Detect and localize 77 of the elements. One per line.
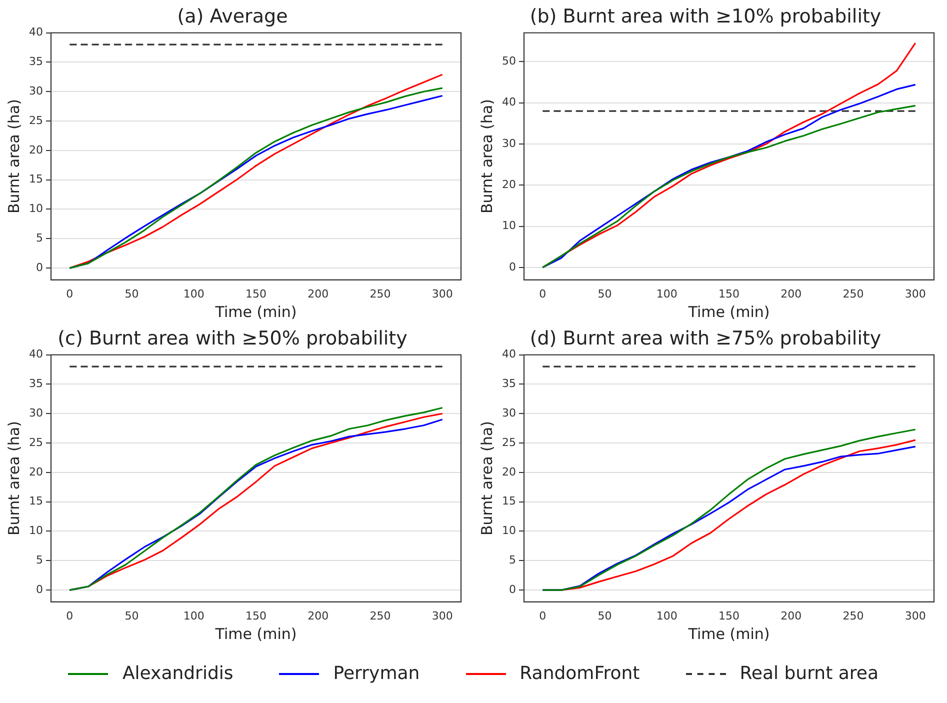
y-tick-label: 40 bbox=[28, 26, 43, 39]
y-axis-title: Burnt area (ha) bbox=[478, 421, 496, 536]
y-tick-label: 40 bbox=[28, 348, 43, 361]
x-tick-label: 50 bbox=[598, 287, 612, 300]
x-axis-title: Time (min) bbox=[687, 302, 770, 321]
x-tick-label: 100 bbox=[183, 609, 204, 622]
x-tick-label: 300 bbox=[904, 609, 926, 622]
y-tick-label: 0 bbox=[36, 582, 43, 596]
x-tick-label: 150 bbox=[718, 609, 740, 622]
y-tick-label: 0 bbox=[508, 582, 516, 596]
x-tick-label: 250 bbox=[842, 287, 864, 300]
legend-label: Real burnt area bbox=[740, 663, 879, 684]
y-tick-label: 10 bbox=[28, 524, 43, 538]
chart-title: (b) Burnt area with ≥10% probability bbox=[530, 5, 882, 28]
x-axis-title: Time (min) bbox=[214, 624, 297, 643]
y-tick-label: 20 bbox=[502, 465, 516, 478]
y-tick-label: 15 bbox=[28, 172, 43, 186]
y-tick-label: 40 bbox=[502, 348, 516, 361]
y-tick-label: 35 bbox=[28, 377, 43, 390]
x-tick-label: 0 bbox=[66, 609, 74, 622]
y-tick-label: 40 bbox=[502, 96, 516, 109]
y-tick-label: 0 bbox=[508, 260, 516, 274]
y-axis-title: Burnt area (ha) bbox=[4, 421, 23, 536]
x-tick-label: 250 bbox=[370, 287, 391, 300]
x-tick-label: 200 bbox=[308, 609, 329, 622]
chart-title: (a) Average bbox=[177, 5, 288, 28]
chart-title: (c) Burnt area with ≥50% probability bbox=[58, 327, 408, 350]
x-tick-label: 50 bbox=[124, 609, 139, 622]
y-tick-label: 20 bbox=[502, 178, 516, 191]
x-tick-label: 100 bbox=[656, 609, 678, 622]
x-tick-label: 200 bbox=[308, 287, 329, 300]
x-tick-label: 50 bbox=[598, 609, 612, 622]
y-tick-label: 15 bbox=[502, 494, 516, 508]
y-tick-label: 5 bbox=[508, 553, 516, 566]
x-tick-label: 50 bbox=[124, 287, 139, 300]
x-tick-label: 250 bbox=[842, 609, 864, 622]
y-tick-label: 30 bbox=[502, 136, 516, 150]
x-axis-title: Time (min) bbox=[214, 302, 297, 321]
x-tick-label: 300 bbox=[904, 287, 926, 300]
y-tick-label: 30 bbox=[502, 406, 516, 420]
legend-label: RandomFront bbox=[520, 663, 640, 684]
y-tick-label: 25 bbox=[28, 436, 43, 449]
chart-title: (d) Burnt area with ≥75% probability bbox=[530, 327, 882, 350]
x-tick-label: 300 bbox=[432, 287, 453, 300]
y-tick-label: 15 bbox=[28, 494, 43, 508]
y-axis-title: Burnt area (ha) bbox=[4, 99, 23, 214]
y-tick-label: 5 bbox=[36, 231, 43, 244]
y-tick-label: 10 bbox=[28, 202, 43, 216]
y-tick-label: 20 bbox=[28, 465, 43, 478]
y-tick-label: 30 bbox=[28, 406, 43, 420]
x-tick-label: 150 bbox=[246, 287, 266, 300]
x-tick-label: 300 bbox=[432, 609, 453, 622]
y-tick-label: 35 bbox=[502, 377, 516, 390]
y-tick-label: 10 bbox=[502, 524, 516, 538]
y-tick-label: 50 bbox=[502, 54, 516, 68]
x-tick-label: 200 bbox=[780, 609, 802, 622]
y-tick-label: 25 bbox=[502, 436, 516, 449]
x-tick-label: 150 bbox=[246, 609, 266, 622]
y-axis-title: Burnt area (ha) bbox=[478, 99, 496, 214]
x-tick-label: 150 bbox=[718, 287, 740, 300]
legend-label: Perryman bbox=[333, 663, 420, 684]
x-tick-label: 0 bbox=[66, 287, 74, 300]
x-tick-label: 0 bbox=[539, 287, 546, 300]
y-tick-label: 20 bbox=[28, 143, 43, 156]
x-tick-label: 100 bbox=[656, 287, 678, 300]
y-tick-label: 10 bbox=[502, 219, 516, 232]
x-axis-title: Time (min) bbox=[687, 624, 770, 643]
legend-label: Alexandridis bbox=[122, 663, 234, 684]
y-tick-label: 25 bbox=[28, 114, 43, 127]
y-tick-label: 5 bbox=[36, 553, 43, 566]
y-tick-label: 0 bbox=[36, 260, 43, 274]
x-tick-label: 200 bbox=[780, 287, 802, 300]
y-tick-label: 30 bbox=[28, 84, 43, 98]
x-tick-label: 250 bbox=[370, 609, 391, 622]
y-tick-label: 35 bbox=[28, 55, 43, 68]
x-tick-label: 100 bbox=[183, 287, 204, 300]
x-tick-label: 0 bbox=[539, 609, 546, 622]
